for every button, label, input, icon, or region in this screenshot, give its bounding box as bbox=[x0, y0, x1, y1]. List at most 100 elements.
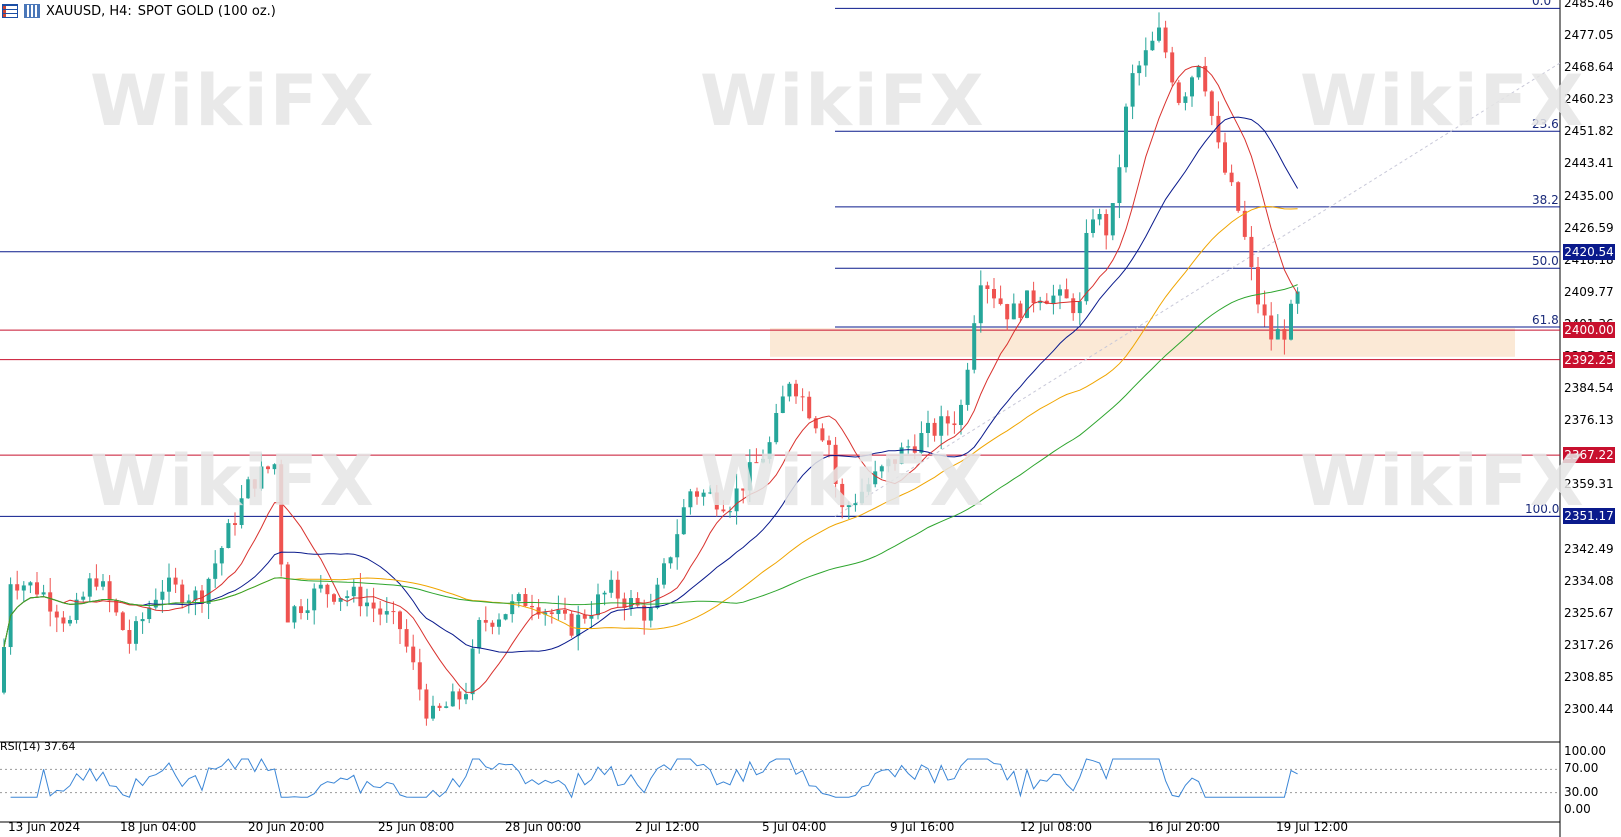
time-axis-label: 20 Jun 20:00 bbox=[248, 820, 325, 834]
rsi-line bbox=[10, 757, 1298, 799]
fib-level-label: 100.0 bbox=[1525, 502, 1560, 517]
candle-body bbox=[721, 509, 726, 512]
candle-body bbox=[233, 523, 237, 525]
chart-grid-icon[interactable] bbox=[2, 4, 18, 18]
fib-level-label: 50.0 bbox=[1532, 254, 1559, 269]
candle-body bbox=[615, 579, 620, 599]
candle-body bbox=[794, 383, 798, 397]
candle-body bbox=[1097, 214, 1102, 220]
candle-body bbox=[272, 464, 277, 470]
candle-body bbox=[609, 579, 614, 593]
candle-body bbox=[708, 492, 713, 494]
watermark: WikiFX bbox=[90, 440, 376, 522]
candle-body bbox=[1130, 73, 1135, 107]
candle-body bbox=[299, 606, 303, 614]
candle-body bbox=[1018, 303, 1023, 318]
candle-body bbox=[74, 599, 79, 620]
candle-body bbox=[15, 584, 20, 591]
fib-trend-line bbox=[834, 62, 1561, 517]
candle-body bbox=[490, 622, 495, 627]
watermark: WikiFX bbox=[1300, 60, 1586, 142]
candle-body bbox=[846, 505, 851, 508]
candle-body bbox=[186, 600, 191, 604]
candle-body bbox=[477, 620, 482, 649]
candle-body bbox=[1163, 27, 1168, 53]
price-axis-label: 2426.59 bbox=[1564, 220, 1614, 235]
price-axis-label: 2325.67 bbox=[1564, 605, 1614, 620]
candle-body bbox=[1190, 77, 1194, 97]
ma-green-line bbox=[3, 284, 1298, 648]
candle-body bbox=[747, 462, 752, 491]
candle-body bbox=[1269, 315, 1274, 340]
candle-body bbox=[226, 523, 231, 549]
candle-body bbox=[266, 466, 270, 470]
candle-body bbox=[655, 584, 660, 608]
candle-body bbox=[279, 464, 284, 565]
candle-body bbox=[774, 413, 779, 443]
price-axis-label: 2300.44 bbox=[1564, 702, 1614, 716]
candle-body bbox=[596, 594, 600, 616]
candle-body bbox=[147, 607, 152, 620]
candle-body bbox=[1295, 291, 1300, 304]
candle-body bbox=[767, 442, 772, 459]
candle-body bbox=[1064, 289, 1069, 299]
candle-body bbox=[54, 611, 59, 618]
candle-body bbox=[754, 462, 759, 464]
candle-body bbox=[714, 492, 719, 510]
candle-body bbox=[464, 694, 468, 700]
price-axis-label: 2409.77 bbox=[1564, 284, 1614, 299]
candle-body bbox=[998, 298, 1003, 305]
candle-body bbox=[919, 433, 924, 453]
candle-body bbox=[813, 418, 818, 429]
candle-body bbox=[450, 691, 455, 707]
candle-body bbox=[239, 498, 244, 525]
fib-level-label: 38.2 bbox=[1532, 192, 1559, 207]
candle-body bbox=[780, 396, 785, 414]
time-axis-label: 13 Jun 2024 bbox=[8, 820, 81, 834]
candle-body bbox=[635, 598, 640, 606]
candle-body bbox=[840, 483, 845, 508]
candle-body bbox=[761, 458, 765, 463]
price-tag: 2400.00 bbox=[1563, 322, 1615, 339]
candle-body bbox=[1058, 289, 1062, 296]
fib-level-label: 23.6 bbox=[1532, 117, 1559, 132]
price-axis-label: 2317.26 bbox=[1564, 637, 1614, 652]
candle-body bbox=[371, 602, 376, 609]
price-tag: 2420.54 bbox=[1563, 243, 1615, 260]
candle-body bbox=[1289, 303, 1293, 340]
candle-body bbox=[1262, 304, 1267, 316]
candle-body bbox=[338, 597, 343, 602]
candle-body bbox=[153, 599, 158, 608]
candle-body bbox=[424, 689, 429, 719]
time-axis-label: 28 Jun 00:00 bbox=[505, 820, 582, 834]
candle-body bbox=[965, 369, 970, 405]
candle-body bbox=[444, 706, 449, 708]
time-axis-label: 18 Jun 04:00 bbox=[120, 820, 197, 834]
candle-body bbox=[1196, 65, 1201, 78]
candle-body bbox=[741, 488, 746, 491]
candle-body bbox=[1077, 301, 1082, 314]
candle-body bbox=[35, 582, 39, 595]
candle-body bbox=[576, 614, 581, 636]
candle-body bbox=[543, 612, 548, 615]
candle-body bbox=[1282, 329, 1287, 340]
candle-body bbox=[807, 396, 812, 419]
candle-body bbox=[1157, 27, 1161, 41]
candle-body bbox=[695, 491, 699, 497]
candle-body bbox=[292, 606, 297, 623]
candle-body bbox=[681, 507, 686, 535]
candle-body bbox=[1011, 303, 1016, 320]
rsi-axis-label: 30.00 bbox=[1564, 784, 1599, 799]
candle-body bbox=[259, 466, 264, 489]
candle-body bbox=[662, 563, 666, 585]
candle-body bbox=[787, 383, 792, 397]
candle-body bbox=[345, 596, 350, 598]
rsi-label: RSI(14) 37.64 bbox=[0, 740, 76, 753]
candle-body bbox=[516, 594, 521, 602]
candle-body bbox=[431, 705, 435, 719]
chart-bars-icon[interactable] bbox=[24, 4, 40, 18]
candle-body bbox=[173, 577, 178, 585]
candle-body bbox=[206, 578, 211, 604]
candle-body bbox=[866, 484, 871, 492]
